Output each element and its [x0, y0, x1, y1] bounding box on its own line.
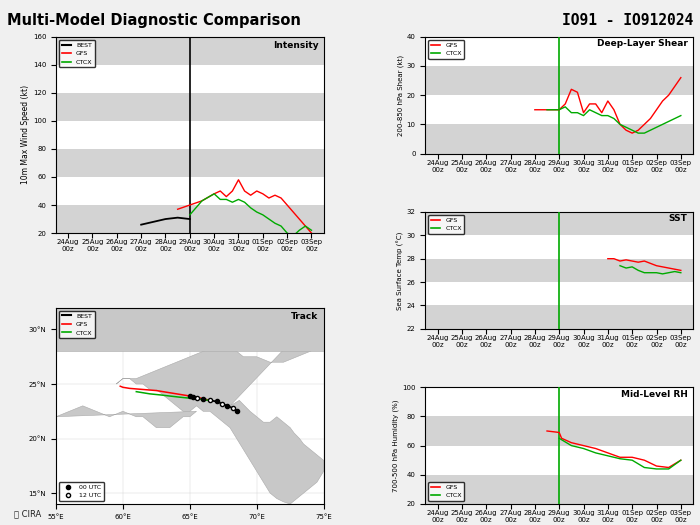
Bar: [56, 205, 323, 233]
Text: Ⓢ CIRA: Ⓢ CIRA: [14, 510, 41, 519]
Bar: [56, 65, 323, 93]
Legend: 00 UTC, 12 UTC: 00 UTC, 12 UTC: [59, 482, 104, 501]
Y-axis label: 200-850 hPa Shear (kt): 200-850 hPa Shear (kt): [398, 55, 404, 136]
Text: Mid-Level RH: Mid-Level RH: [621, 390, 687, 398]
Bar: [56, 37, 323, 65]
Bar: [426, 259, 693, 282]
Bar: [426, 282, 693, 306]
Bar: [56, 177, 323, 205]
Bar: [426, 124, 693, 153]
Y-axis label: Sea Surface Temp (°C): Sea Surface Temp (°C): [397, 231, 404, 310]
Legend: GFS, CTCX: GFS, CTCX: [428, 215, 464, 234]
Bar: [426, 37, 693, 66]
Text: IO91 - IO912024: IO91 - IO912024: [561, 13, 693, 28]
Bar: [426, 446, 693, 475]
Y-axis label: 700-500 hPa Humidity (%): 700-500 hPa Humidity (%): [393, 400, 400, 492]
Bar: [426, 475, 693, 504]
Bar: [426, 416, 693, 446]
Legend: GFS, CTCX: GFS, CTCX: [428, 40, 464, 59]
Polygon shape: [116, 308, 323, 504]
Bar: [426, 387, 693, 416]
Bar: [56, 93, 323, 121]
Bar: [426, 235, 693, 259]
Text: SST: SST: [668, 214, 687, 223]
Bar: [426, 212, 693, 235]
Legend: BEST, GFS, CTCX: BEST, GFS, CTCX: [59, 40, 95, 67]
Bar: [426, 306, 693, 329]
Bar: [56, 121, 323, 149]
Bar: [56, 149, 323, 177]
Y-axis label: 10m Max Wind Speed (kt): 10m Max Wind Speed (kt): [21, 86, 30, 184]
Text: Multi-Model Diagnostic Comparison: Multi-Model Diagnostic Comparison: [7, 13, 301, 28]
Bar: [426, 66, 693, 95]
Text: Deep-Layer Shear: Deep-Layer Shear: [597, 39, 687, 48]
Bar: [426, 95, 693, 124]
Polygon shape: [56, 308, 323, 351]
Text: Track: Track: [291, 312, 318, 321]
Polygon shape: [56, 406, 197, 428]
Legend: GFS, CTCX: GFS, CTCX: [428, 482, 464, 501]
Text: Intensity: Intensity: [273, 40, 318, 50]
